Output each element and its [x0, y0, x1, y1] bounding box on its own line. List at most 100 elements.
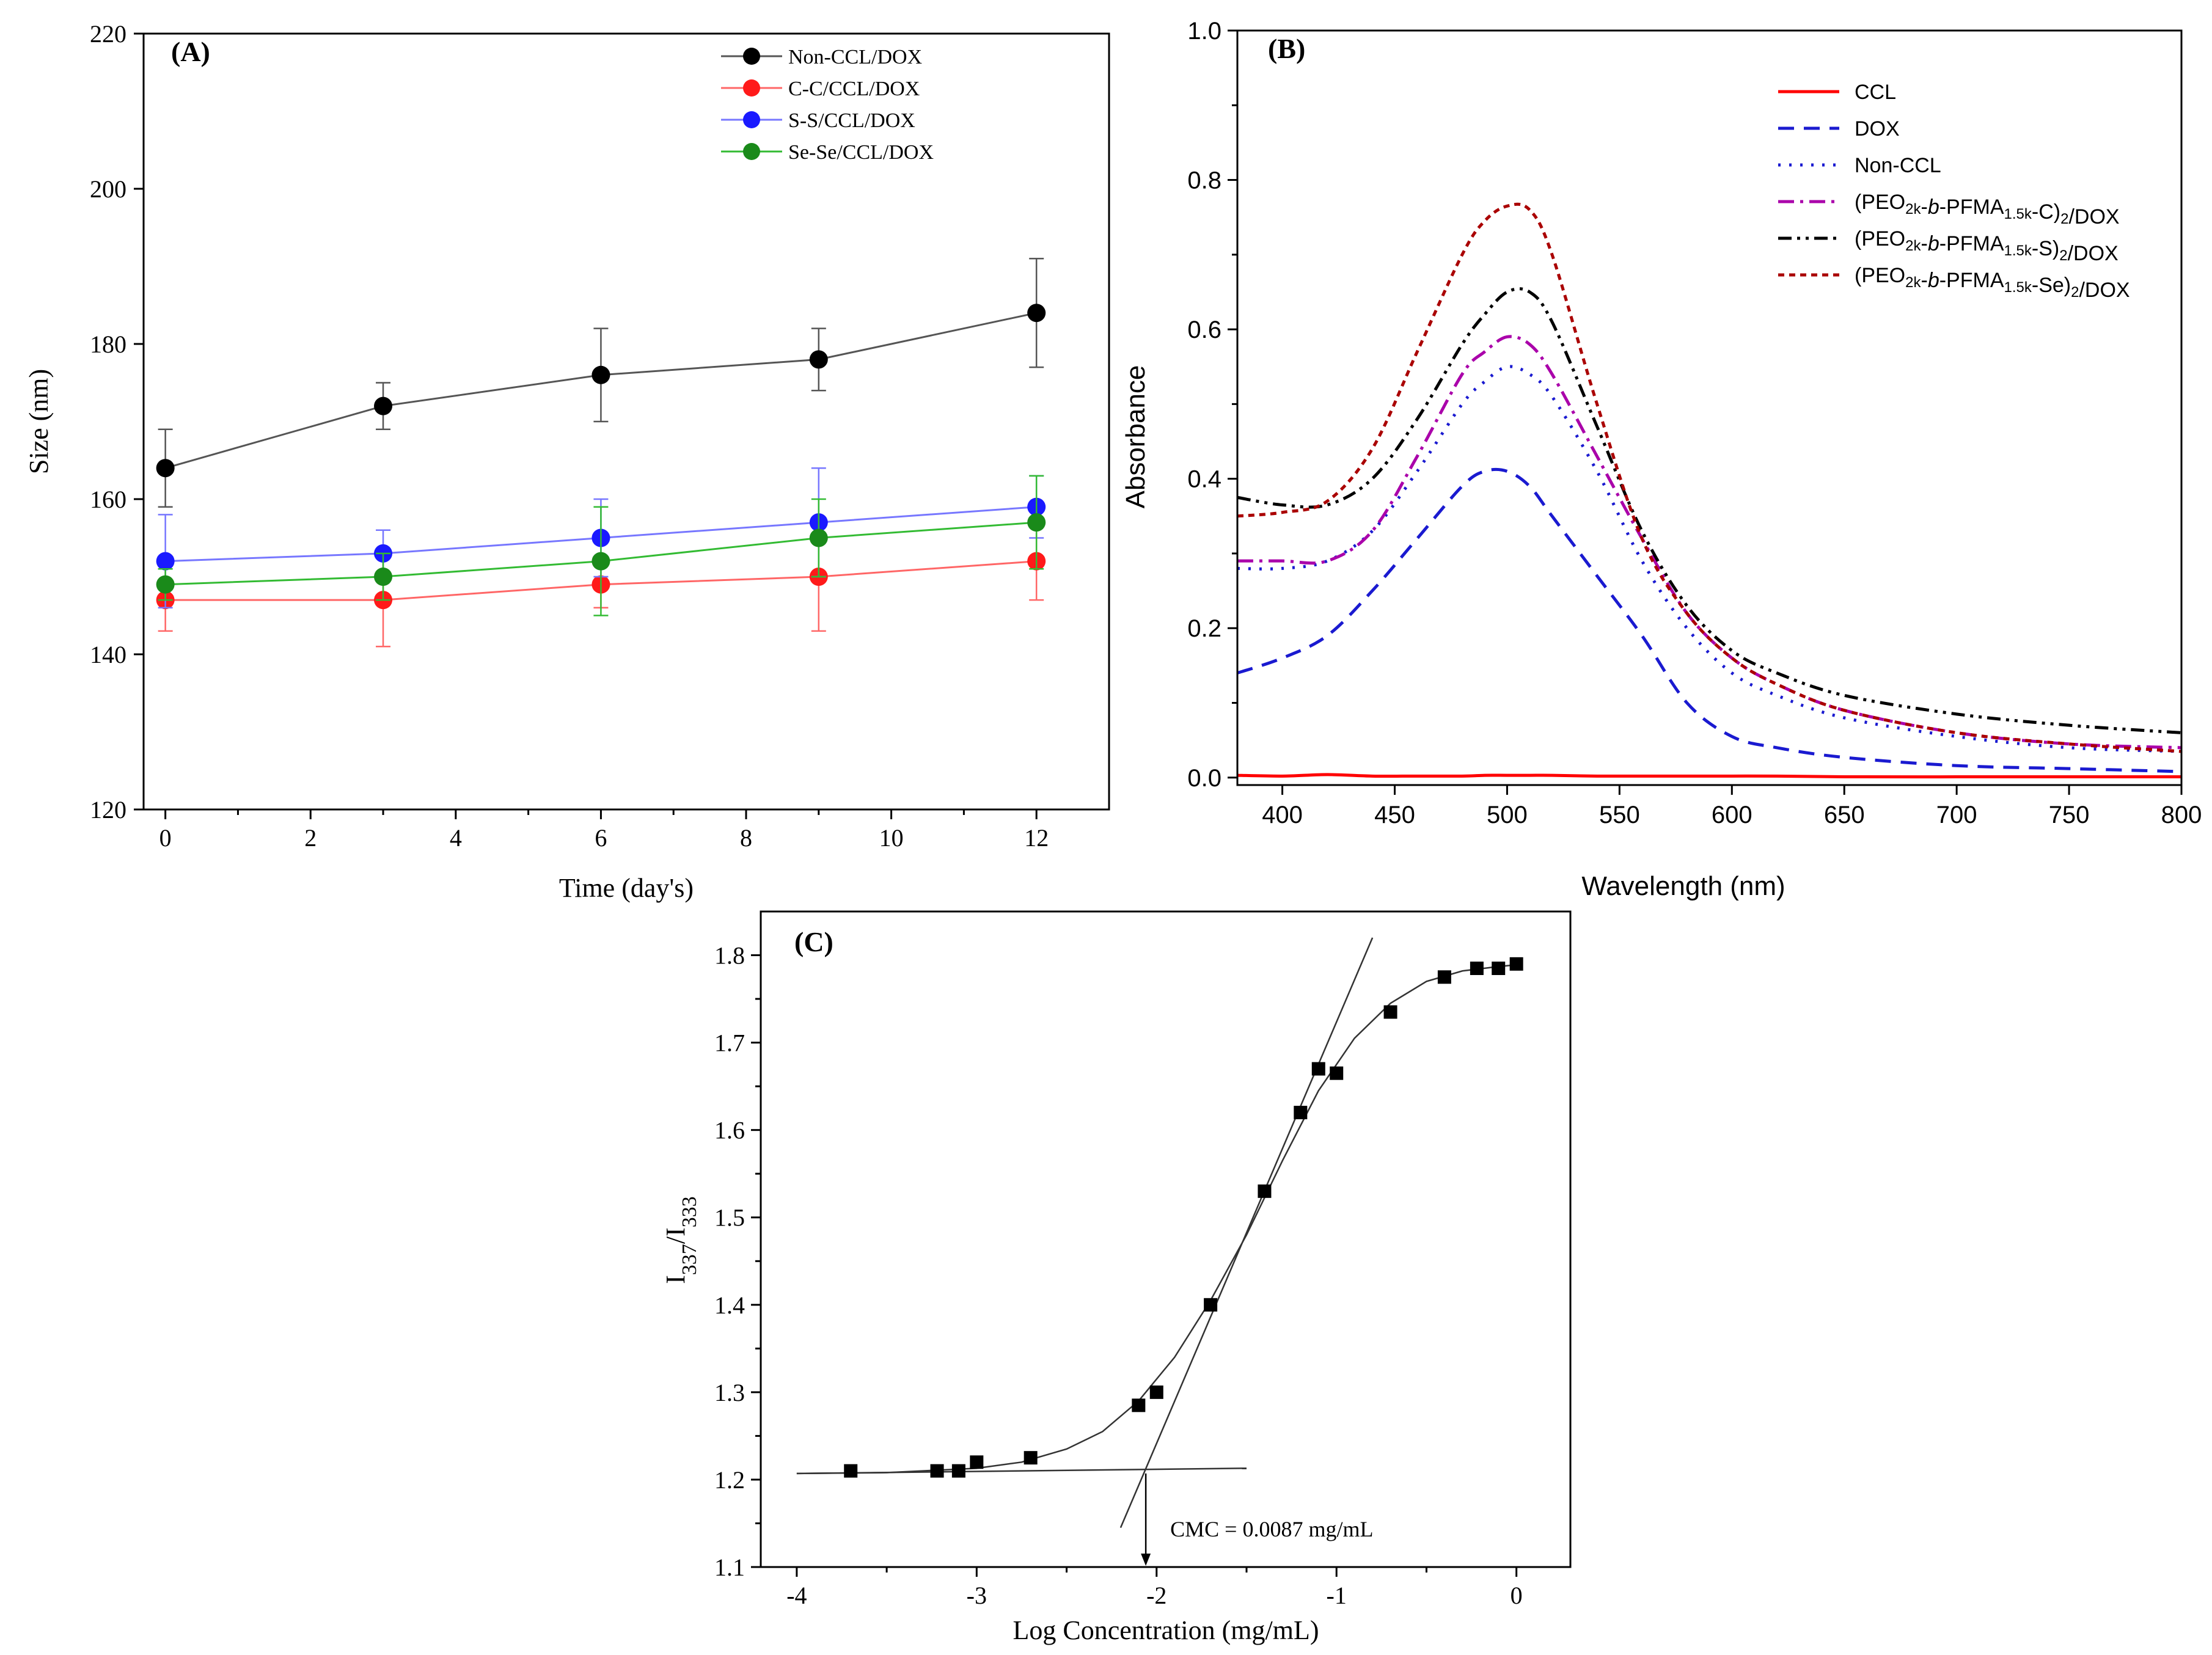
panel-c-data-point [930, 1464, 944, 1478]
panel-c-y-axis-title-sub1: 337 [678, 1244, 701, 1275]
panel-c-data-point [1024, 1451, 1038, 1465]
panel-a-data-point [1027, 513, 1046, 532]
panel-a-data-point [1027, 304, 1046, 323]
panel-b-x-tick-label: 750 [2049, 802, 2090, 828]
panel-b-y-tick-label: 0.0 [1187, 765, 1221, 792]
panel-a-y-tick-label: 220 [90, 20, 126, 48]
panel-c-data-point [1258, 1184, 1272, 1198]
panel-c-x-tick-label: -3 [967, 1582, 987, 1609]
panel-a-legend-swatch-marker [743, 48, 760, 65]
panel-c-y-tick-label: 1.6 [714, 1117, 745, 1144]
panel-b-y-axis-title: Absorbance [1121, 365, 1151, 509]
panel-b-y-tick-label: 0.6 [1187, 316, 1221, 343]
panel-c-x-tick-label: 0 [1511, 1582, 1523, 1609]
panel-c-data-point [970, 1455, 984, 1469]
panel-c-data-point [951, 1464, 965, 1478]
panel-b-spectrum-line [1237, 202, 2182, 753]
panel-b-legend: CCLDOXNon-CCL(PEO2k-b-PFMA1.5k-C)2/DOX(P… [1778, 81, 2130, 302]
panel-a-legend-swatch-marker [743, 79, 760, 97]
panel-c-x-tick-label: -4 [786, 1582, 807, 1609]
panel-c-data-point [1132, 1398, 1146, 1412]
panel-c-data-point [1204, 1298, 1218, 1312]
panel-a-data-point [374, 396, 393, 415]
panel-a-x-tick-label: 0 [159, 824, 172, 852]
panel-a-data-point [156, 459, 175, 478]
panel-a-size-vs-time: 0 2 4 6 8 10 12 120 140 160 180 200 220 (A) Time (da… [24, 20, 1110, 903]
panel-c-data-point [1149, 1385, 1163, 1399]
panel-c-data-point [1492, 961, 1506, 975]
panel-b-spectrum-line [1237, 287, 2182, 734]
panel-c-y-tick-label: 1.5 [714, 1204, 745, 1232]
panel-a-x-tick-label: 8 [740, 824, 752, 852]
panel-b-x-tick-label: 600 [1712, 802, 1752, 828]
panel-c-y-tick-label: 1.8 [714, 942, 745, 970]
panel-b-y-tick-label: 0.8 [1187, 167, 1221, 194]
panel-a-data-point [809, 528, 828, 547]
panel-b-y-tick-label: 1.0 [1187, 18, 1221, 45]
panel-c-data-point [1294, 1106, 1308, 1120]
panel-b-legend-label: CCL [1855, 81, 1896, 104]
panel-a-y-axis-title: Size (nm) [24, 369, 54, 474]
panel-c-cmc-annotation: CMC = 0.0087 mg/mL [1170, 1517, 1373, 1541]
panel-b-label: (B) [1268, 33, 1305, 64]
panel-a-data-point [591, 552, 610, 571]
panel-a-legend-label: Non-CCL/DOX [788, 46, 922, 68]
panel-a-label: (A) [171, 36, 210, 67]
panel-b-legend-label: Non-CCL [1855, 154, 1941, 177]
panel-b-legend-label: (PEO2k-b-PFMA1.5k-S)2/DOX [1855, 227, 2119, 265]
panel-c-x-tick-label: -2 [1146, 1582, 1166, 1609]
panel-b-legend-label: (PEO2k-b-PFMA1.5k-C)2/DOX [1855, 191, 2120, 228]
panel-c-label: (C) [794, 926, 833, 957]
panel-a-legend: Non-CCL/DOX C-C/CCL/DOX S-S/CCL/DOX Se-Se/C… [721, 46, 934, 164]
panel-a-data-point [591, 365, 610, 384]
panel-c-data-point [844, 1464, 858, 1478]
panel-b-spectrum-line [1237, 467, 2182, 773]
panel-a-legend-label: S-S/CCL/DOX [788, 109, 915, 132]
panel-b-spectrum-line [1237, 773, 2181, 779]
panel-a-legend-swatch-marker [743, 111, 760, 128]
panel-c-x-axis-title: Log Concentration (mg/mL) [1013, 1615, 1319, 1645]
panel-a-y-tick-label: 140 [90, 641, 126, 668]
panel-c-cmc-arrowhead [1141, 1554, 1151, 1566]
panel-c-cmc-plot: -4 -3 -2 -1 0 1.1 1.2 1.3 1.4 1.5 1.6 1.7 1.8 (C) Lo… [661, 910, 1572, 1645]
panel-a-y-tick-label: 160 [90, 486, 126, 513]
panel-c-baseline-fit [796, 1467, 1247, 1475]
panel-a-legend-swatch-marker [743, 143, 760, 160]
panel-c-y-axis-title: I337/I333 [661, 1196, 701, 1284]
panel-b-x-tick-label: 700 [1936, 802, 1977, 828]
panel-b-x-tick-label: 450 [1374, 802, 1415, 828]
panel-b-legend-label: DOX [1855, 117, 1900, 141]
panel-b-x-tick-label: 400 [1262, 802, 1303, 828]
panel-b-spectrum-line [1237, 335, 2182, 750]
panel-a-y-tick-label: 120 [90, 796, 126, 824]
panel-c-data-point [1330, 1066, 1344, 1080]
panel-a-data-point [374, 568, 393, 586]
panel-c-y-tick-label: 1.7 [714, 1029, 745, 1057]
panel-c-y-axis-title-main: I [661, 1275, 690, 1284]
panel-b-x-tick-label: 550 [1599, 802, 1640, 828]
panel-a-y-tick-label: 200 [90, 175, 126, 203]
panel-b-x-tick-label: 500 [1487, 802, 1528, 828]
panel-a-x-tick-label: 10 [879, 824, 904, 852]
panel-b-spectrum-line [1237, 365, 2182, 753]
panel-b-x-tick-label: 800 [2161, 802, 2202, 828]
panel-c-fit-curve [796, 964, 1517, 1475]
panel-b-legend-label: (PEO2k-b-PFMA1.5k-Se)2/DOX [1855, 264, 2130, 302]
panel-a-x-tick-label: 6 [595, 824, 607, 852]
panel-a-legend-label: Se-Se/CCL/DOX [788, 141, 934, 164]
panel-b-plot-frame [1236, 29, 2183, 786]
panel-c-y-axis-title-sub2: 333 [678, 1196, 701, 1227]
panel-c-y-tick-label: 1.1 [714, 1554, 745, 1581]
panel-c-y-tick-label: 1.2 [714, 1466, 745, 1494]
panel-c-data-point [1383, 1005, 1397, 1019]
panel-a-x-tick-label: 12 [1024, 824, 1049, 852]
panel-a-y-tick-label: 180 [90, 331, 126, 358]
panel-b-y-tick-label: 0.2 [1187, 615, 1221, 642]
panel-c-data-point [1470, 961, 1484, 975]
panel-c-x-tick-label: -1 [1327, 1582, 1347, 1609]
panel-c-y-tick-label: 1.4 [714, 1291, 745, 1319]
panel-a-x-axis-title: Time (day's) [559, 873, 694, 903]
panel-a-data-point [809, 350, 828, 369]
panel-a-plot-frame [142, 32, 1110, 811]
